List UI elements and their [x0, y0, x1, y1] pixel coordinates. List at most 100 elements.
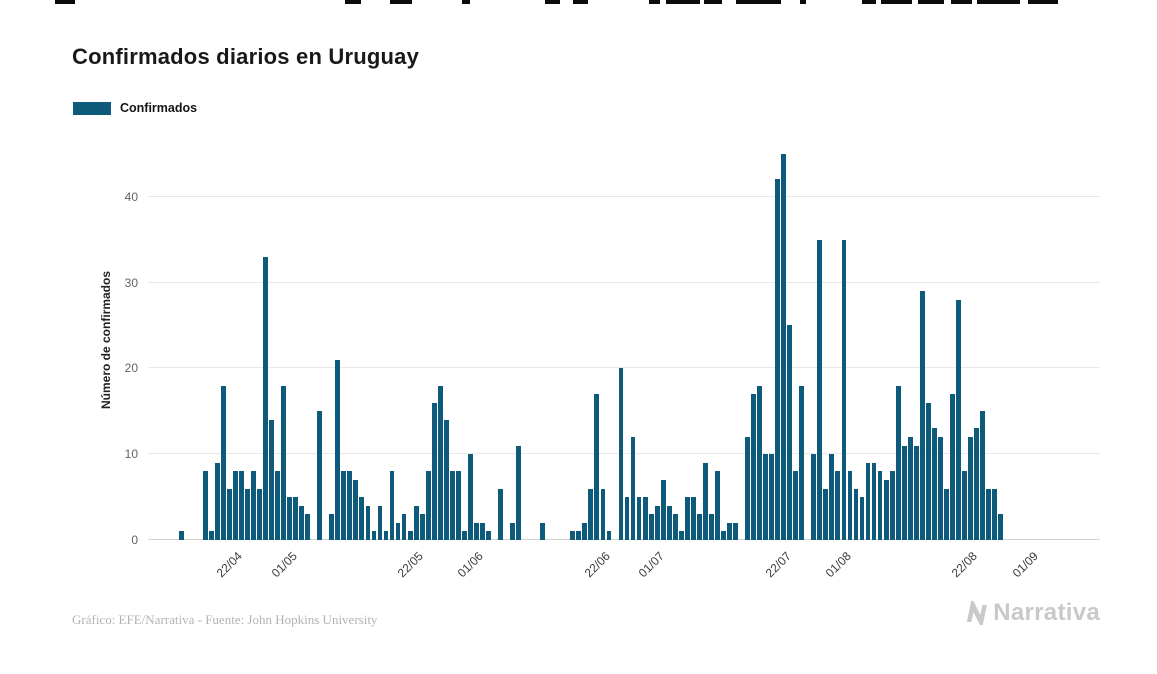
bar-10/05 — [341, 471, 347, 540]
bar-07/08 — [877, 471, 883, 540]
bar-04/08 — [859, 497, 865, 540]
gridline-y-40 — [148, 195, 1100, 197]
bar-10/07 — [708, 514, 714, 540]
bar-20/08 — [955, 299, 961, 540]
bar-06/05 — [317, 411, 323, 540]
bar-29/05 — [455, 471, 461, 540]
bar-04/05 — [305, 514, 311, 540]
top-edge-artifact-segment — [736, 0, 781, 4]
top-edge-artifact-segment — [862, 0, 876, 4]
bar-25/08 — [986, 488, 991, 540]
bar-05/06 — [498, 488, 503, 540]
bar-09/08 — [889, 471, 895, 540]
bar-01/08 — [841, 239, 847, 540]
bar-07/07 — [690, 497, 696, 540]
bar-20/07 — [769, 454, 775, 540]
bar-14/08 — [919, 291, 925, 540]
top-edge-artifact-segment — [545, 0, 560, 4]
top-edge-artifact-segment — [462, 0, 470, 4]
chart-title: Confirmados diarios en Uruguay — [72, 44, 420, 69]
top-edge-artifact-segment — [800, 0, 806, 4]
bar-16/05 — [377, 505, 383, 540]
bar-05/08 — [865, 462, 871, 540]
bar-27/06 — [630, 437, 636, 540]
bar-30/04 — [281, 385, 286, 540]
bar-02/05 — [293, 497, 299, 540]
bar-28/07 — [817, 239, 823, 540]
bar-24/07 — [793, 471, 799, 540]
bar-07/06 — [510, 522, 515, 540]
bar-25/07 — [799, 385, 805, 540]
top-edge-artifact-segment — [1028, 0, 1058, 4]
y-tick-label-10: 10 — [124, 447, 138, 462]
gridline-y-20 — [148, 367, 1100, 369]
bar-08/07 — [696, 514, 702, 540]
bar-01/05 — [287, 497, 292, 540]
bar-18/08 — [943, 488, 949, 540]
bar-15/05 — [371, 531, 377, 540]
bar-19/06 — [582, 522, 588, 540]
bar-06/07 — [684, 497, 690, 540]
gridline-y-10 — [148, 453, 1100, 455]
y-tick-label-20: 20 — [124, 361, 138, 376]
bar-19/04 — [214, 462, 220, 540]
bar-14/05 — [365, 505, 371, 540]
legend-swatch — [73, 101, 111, 115]
bar-15/08 — [925, 402, 931, 540]
bar-19/05 — [395, 522, 401, 540]
plot-area: 0 10 20 30 40 22/04 01/05 22/05 01/06 22/06 01/07 2… — [125, 140, 1100, 580]
legend-label: Confirmados — [120, 101, 198, 115]
bar-08/06 — [516, 445, 521, 540]
bar-28/06 — [636, 497, 642, 540]
x-tick-label-01-06: 01/06 — [455, 549, 487, 581]
top-edge-artifact-segment — [881, 0, 912, 4]
bar-26/06 — [624, 497, 630, 540]
bar-12/05 — [353, 479, 359, 540]
bar-03/05 — [299, 505, 305, 540]
x-tick-label-22-07: 22/07 — [762, 549, 794, 581]
x-tick-label-22-08: 22/08 — [949, 549, 981, 581]
bar-28/05 — [449, 471, 455, 540]
bar-26/08 — [992, 488, 997, 540]
bar-29/06 — [642, 497, 648, 540]
bar-21/08 — [962, 471, 967, 540]
bar-22/07 — [781, 153, 787, 540]
bar-10/08 — [895, 385, 901, 540]
bar-24/05 — [425, 471, 431, 540]
top-edge-artifact-segment — [649, 0, 660, 4]
bar-18/05 — [389, 471, 395, 540]
top-edge-artifact-segment — [918, 0, 944, 4]
bar-19/08 — [949, 394, 955, 540]
bar-14/07 — [733, 522, 738, 540]
bar-16/08 — [931, 428, 937, 540]
x-tick-label-22-06: 22/06 — [581, 549, 613, 581]
bar-21/07 — [775, 179, 781, 540]
bar-11/07 — [714, 471, 720, 540]
top-edge-artifact-segment — [573, 0, 588, 4]
bar-03/07 — [666, 505, 672, 540]
bar-13/07 — [727, 522, 732, 540]
bar-31/05 — [467, 454, 473, 540]
bar-05/07 — [678, 531, 684, 540]
bar-17/06 — [570, 531, 576, 540]
bar-27/07 — [811, 454, 817, 540]
bar-21/06 — [594, 394, 600, 540]
x-tick-label-22-04: 22/04 — [214, 549, 246, 581]
bar-09/07 — [702, 462, 708, 540]
bar-29/07 — [823, 488, 829, 540]
top-edge-artifact-segment — [951, 0, 972, 4]
bar-12/06 — [540, 522, 546, 540]
bar-26/05 — [437, 385, 443, 540]
bar-20/05 — [401, 514, 407, 540]
top-edge-artifact-segment — [55, 0, 75, 4]
bar-02/08 — [847, 471, 853, 540]
bar-25/05 — [431, 402, 437, 540]
bar-03/08 — [853, 488, 859, 540]
bar-08/05 — [329, 514, 335, 540]
x-tick-label-01-08: 01/08 — [822, 549, 854, 581]
y-tick-label-30: 30 — [124, 275, 138, 290]
top-edge-artifact-segment — [704, 0, 722, 4]
bar-01/06 — [473, 522, 479, 540]
bar-12/08 — [907, 437, 913, 540]
bar-13/04 — [178, 531, 184, 540]
